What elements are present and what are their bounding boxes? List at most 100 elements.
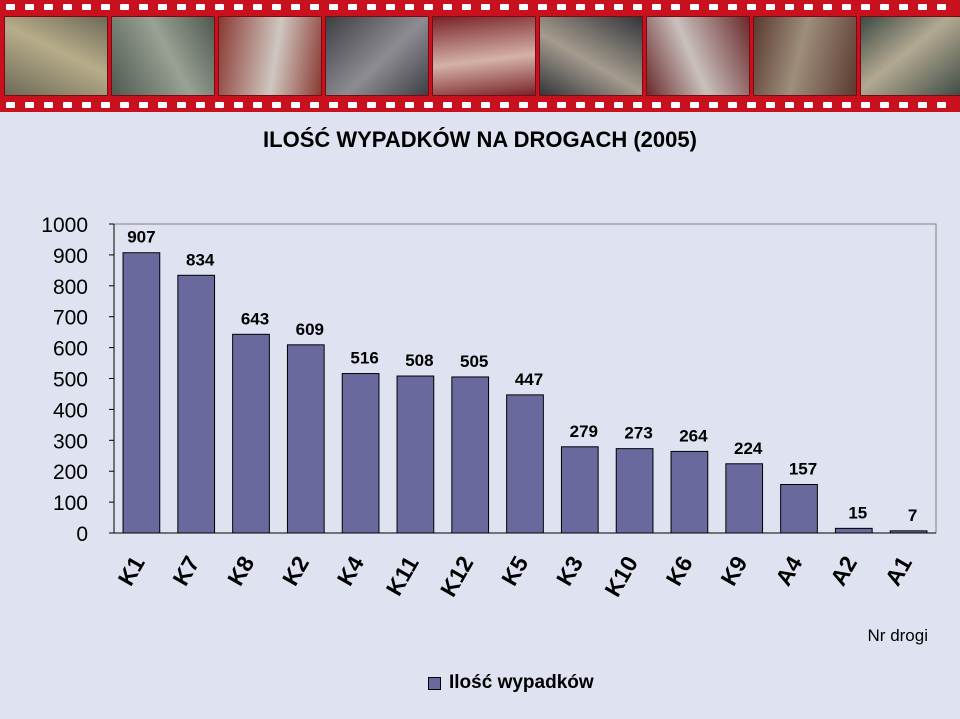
x-tick-label: K8 (222, 551, 259, 590)
y-tick-label: 700 (53, 307, 88, 330)
perforation-hole (405, 4, 414, 10)
data-label: 505 (460, 352, 488, 371)
perforation-hole (633, 4, 642, 10)
y-tick-label: 900 (53, 245, 88, 268)
accident-photo-frame (753, 16, 857, 96)
perforation-hole (937, 102, 946, 108)
bar (670, 450, 709, 534)
perforation-hole (253, 102, 262, 108)
perforation-hole (82, 4, 91, 10)
perforation-hole (101, 4, 110, 10)
perforation-hole (823, 102, 832, 108)
perforation-hole (234, 102, 243, 108)
perforation-hole (899, 102, 908, 108)
perforation-hole (842, 4, 851, 10)
bar (177, 274, 216, 534)
x-tick-label: K12 (435, 552, 479, 602)
x-tick-label: A2 (825, 552, 862, 590)
perforation-hole (329, 102, 338, 108)
perforation-hole (690, 102, 699, 108)
x-tick-label: A1 (880, 551, 917, 590)
perforation-hole (44, 4, 53, 10)
perforation-hole (44, 102, 53, 108)
perforation-hole (443, 102, 452, 108)
filmstrip-perforation-top (0, 0, 960, 14)
x-tick-label: K9 (715, 552, 752, 590)
perforation-hole (804, 4, 813, 10)
y-tick-label: 0 (76, 523, 88, 546)
perforation-hole (234, 4, 243, 10)
perforation-hole (880, 4, 889, 10)
y-tick-label: 300 (53, 430, 88, 453)
accident-photo-frame (111, 16, 215, 96)
x-tick-label: K10 (599, 552, 643, 602)
accident-photo-frame (860, 16, 960, 96)
accident-photo-frame (646, 16, 750, 96)
perforation-hole (82, 102, 91, 108)
perforation-hole (25, 102, 34, 108)
filmstrip-perforation-bottom (0, 98, 960, 112)
perforation-hole (272, 4, 281, 10)
bar (889, 530, 928, 534)
perforation-hole (557, 102, 566, 108)
perforation-hole (329, 4, 338, 10)
perforation-hole (519, 4, 528, 10)
perforation-hole (576, 102, 585, 108)
perforation-hole (519, 102, 528, 108)
data-label: 279 (570, 422, 598, 441)
data-label: 15 (848, 503, 867, 522)
perforation-hole (500, 102, 509, 108)
perforation-hole (709, 102, 718, 108)
perforation-hole (500, 4, 509, 10)
perforation-hole (386, 102, 395, 108)
perforation-hole (386, 4, 395, 10)
data-label: 834 (186, 250, 215, 269)
perforation-hole (614, 4, 623, 10)
perforation-hole (785, 4, 794, 10)
perforation-hole (595, 4, 604, 10)
perforation-hole (709, 4, 718, 10)
accident-photo-frame (218, 16, 322, 96)
data-label: 224 (734, 439, 763, 458)
y-tick-label: 600 (53, 338, 88, 361)
perforation-hole (728, 102, 737, 108)
perforation-hole (177, 4, 186, 10)
perforation-hole (348, 4, 357, 10)
perforation-hole (196, 102, 205, 108)
perforation-hole (139, 4, 148, 10)
perforation-hole (25, 4, 34, 10)
perforation-hole (405, 102, 414, 108)
chart-title: ILOŚĆ WYPADKÓW NA DROGACH (2005) (263, 127, 697, 152)
perforation-hole (481, 102, 490, 108)
perforation-hole (424, 102, 433, 108)
data-label: 7 (908, 506, 917, 525)
header-filmstrip (0, 0, 960, 112)
x-tick-label: K2 (277, 552, 314, 590)
perforation-hole (538, 4, 547, 10)
perforation-hole (671, 102, 680, 108)
perforation-hole (367, 4, 376, 10)
data-label: 609 (296, 320, 324, 339)
bar (451, 376, 490, 534)
x-axis-title: Nr drogi (868, 626, 928, 645)
perforation-hole (6, 4, 15, 10)
perforation-hole (918, 102, 927, 108)
y-tick-label: 100 (53, 492, 88, 515)
perforation-hole (120, 102, 129, 108)
bar (780, 483, 818, 534)
y-tick-label: 500 (53, 369, 88, 392)
x-tick-label: A4 (770, 551, 807, 590)
data-label: 907 (127, 228, 155, 247)
perforation-hole (576, 4, 585, 10)
perforation-hole (310, 102, 319, 108)
x-tick-label: K6 (661, 552, 698, 590)
bar (560, 446, 599, 534)
perforation-hole (443, 4, 452, 10)
bar (341, 373, 380, 534)
x-tick-label: K11 (381, 551, 424, 600)
chart-legend: Ilość wypadków (428, 672, 594, 694)
perforation-hole (101, 102, 110, 108)
perforation-hole (291, 102, 300, 108)
bar (615, 448, 654, 534)
